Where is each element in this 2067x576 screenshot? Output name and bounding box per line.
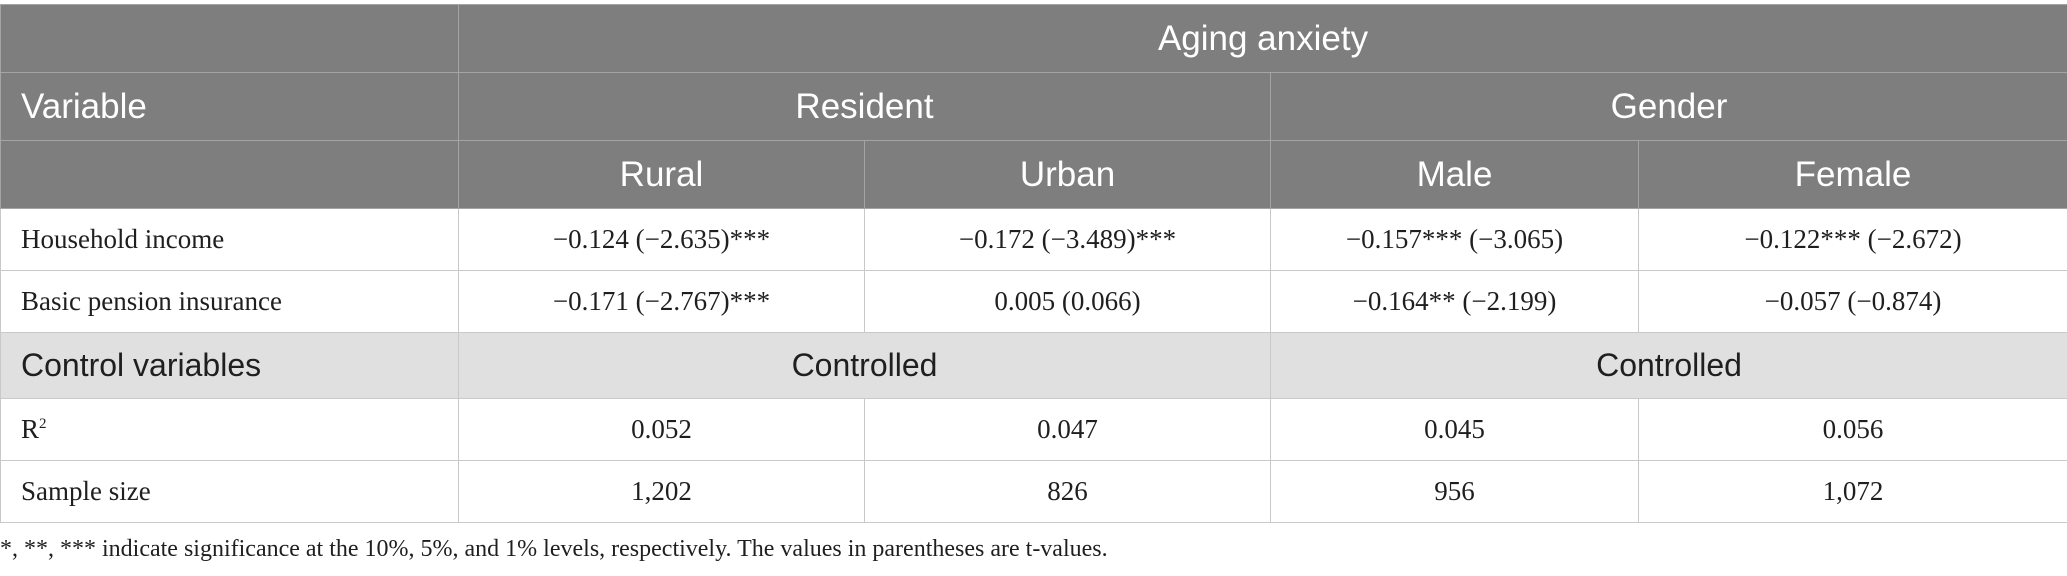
header-row-3: Rural Urban Male Female bbox=[0, 140, 2067, 209]
header-empty-cell bbox=[0, 140, 459, 209]
table-row: Sample size 1,202 826 956 1,072 bbox=[0, 460, 2067, 523]
cell-value: 1,072 bbox=[1637, 460, 2067, 523]
cell-value: −0.122*** (−2.672) bbox=[1637, 208, 2067, 271]
table-row: R2 0.052 0.047 0.045 0.056 bbox=[0, 398, 2067, 461]
table-row: Basic pension insurance −0.171 (−2.767)*… bbox=[0, 270, 2067, 333]
cell-value: 0.005 (0.066) bbox=[864, 270, 1271, 333]
header-resident: Resident bbox=[458, 72, 1271, 141]
header-female: Female bbox=[1637, 140, 2067, 209]
table-row-control: Control variables Controlled Controlled bbox=[0, 332, 2067, 399]
header-male: Male bbox=[1270, 140, 1639, 209]
cell-value: −0.057 (−0.874) bbox=[1637, 270, 2067, 333]
r-superscript: 2 bbox=[39, 416, 47, 432]
table-header: Aging anxiety Variable Resident Gender R… bbox=[0, 4, 2067, 209]
header-empty-cell bbox=[0, 4, 459, 73]
header-aging-anxiety: Aging anxiety bbox=[457, 4, 2067, 73]
row-label-control-variables: Control variables bbox=[0, 332, 459, 399]
cell-value: −0.172 (−3.489)*** bbox=[864, 208, 1271, 271]
table-footnote: *, **, *** indicate significance at the … bbox=[0, 536, 1108, 562]
header-row-2: Variable Resident Gender bbox=[0, 72, 2067, 141]
cell-value: −0.164** (−2.199) bbox=[1270, 270, 1639, 333]
r-base: R bbox=[21, 414, 40, 444]
row-label-r-squared: R2 bbox=[0, 398, 459, 461]
row-label-household-income: Household income bbox=[0, 208, 459, 271]
header-gender: Gender bbox=[1269, 72, 2067, 141]
regression-table: Aging anxiety Variable Resident Gender R… bbox=[0, 4, 2067, 523]
cell-value: 0.056 bbox=[1637, 398, 2067, 461]
table-body: Household income −0.124 (−2.635)*** −0.1… bbox=[0, 208, 2067, 523]
cell-value: 0.045 bbox=[1270, 398, 1639, 461]
header-row-1: Aging anxiety bbox=[0, 4, 2067, 73]
cell-value: 1,202 bbox=[458, 460, 865, 523]
row-label-basic-pension: Basic pension insurance bbox=[0, 270, 459, 333]
cell-value: 956 bbox=[1270, 460, 1639, 523]
cell-value: −0.171 (−2.767)*** bbox=[458, 270, 865, 333]
table-row: Household income −0.124 (−2.635)*** −0.1… bbox=[0, 208, 2067, 271]
cell-value: 0.047 bbox=[864, 398, 1271, 461]
cell-value: −0.124 (−2.635)*** bbox=[458, 208, 865, 271]
cell-value: 826 bbox=[864, 460, 1271, 523]
header-rural: Rural bbox=[458, 140, 865, 209]
cell-controlled-resident: Controlled bbox=[458, 332, 1271, 399]
header-urban: Urban bbox=[864, 140, 1271, 209]
header-variable: Variable bbox=[0, 72, 459, 141]
cell-controlled-gender: Controlled bbox=[1269, 332, 2067, 399]
cell-value: −0.157*** (−3.065) bbox=[1270, 208, 1639, 271]
row-label-sample-size: Sample size bbox=[0, 460, 459, 523]
cell-value: 0.052 bbox=[458, 398, 865, 461]
